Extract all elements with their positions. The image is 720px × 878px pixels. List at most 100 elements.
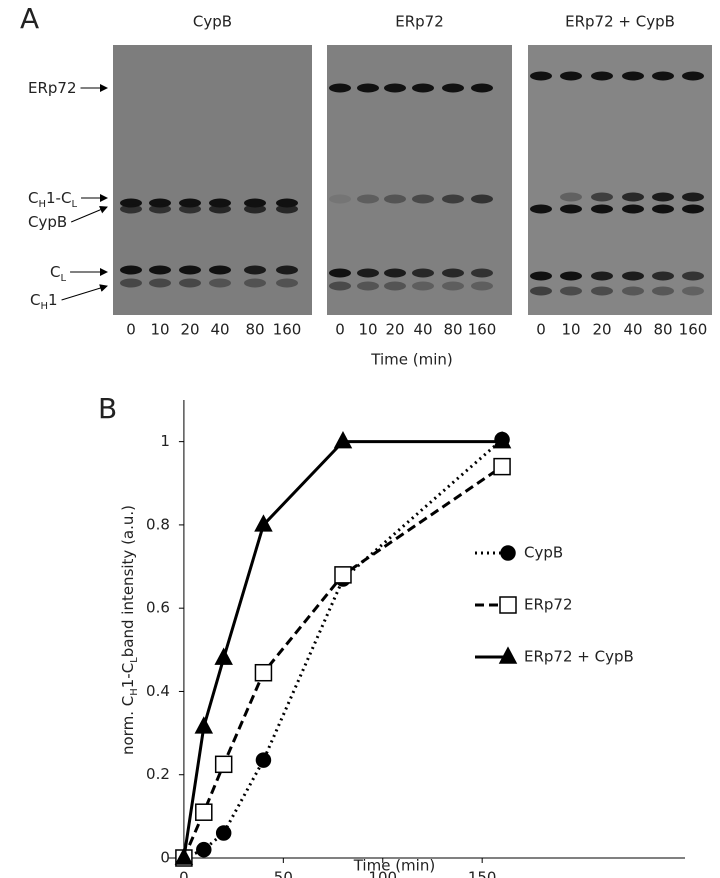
gel-band [329, 83, 351, 93]
gel-x-label: Time (min) [370, 351, 452, 369]
gel-band [560, 271, 582, 281]
gel-band [622, 71, 644, 81]
gel-band [442, 83, 464, 93]
gel-band [652, 192, 674, 202]
gel-band [384, 281, 406, 291]
gel-title: ERp72 [395, 13, 444, 31]
data-point [215, 825, 232, 841]
gel-band [591, 286, 613, 296]
gel-band [652, 204, 674, 214]
gel-band [530, 286, 552, 296]
lane-label: 80 [653, 321, 672, 339]
gel-band [149, 278, 171, 288]
label-part: ERp72 [28, 79, 77, 97]
gel-band [329, 281, 351, 291]
gel-band [179, 265, 201, 275]
gel-band [357, 281, 379, 291]
lane-label: 40 [210, 321, 229, 339]
gel-band [209, 204, 231, 214]
label-part: L [60, 273, 66, 284]
gel-image [528, 45, 712, 315]
label-part: H [129, 688, 140, 696]
gel-band [682, 204, 704, 214]
label-part: H [40, 301, 48, 312]
gel-band [120, 204, 142, 214]
gel-band [384, 194, 406, 204]
data-point [214, 647, 233, 665]
series-line [182, 465, 503, 859]
gel-band [591, 271, 613, 281]
y-tick-label: 0.6 [146, 599, 170, 617]
panel-label: B [98, 392, 117, 425]
legend-marker [498, 646, 518, 664]
x-tick-label: 150 [468, 869, 497, 878]
y-tick-label: 0.8 [146, 515, 170, 533]
data-point [254, 514, 273, 532]
gel-band [682, 271, 704, 281]
gel-band [412, 83, 434, 93]
data-point [333, 431, 353, 449]
label-part: CypB [28, 213, 67, 231]
label: ERp72 [28, 79, 77, 97]
label-part: 1-C [119, 663, 137, 688]
gel-band [622, 192, 644, 202]
legend-marker [500, 545, 516, 561]
gel-image [113, 45, 312, 315]
gel-band [179, 278, 201, 288]
label-part: L [71, 199, 77, 210]
lane-label: 20 [180, 321, 199, 339]
gel-band [442, 194, 464, 204]
gel-band [244, 265, 266, 275]
gel-band [276, 204, 298, 214]
gel-band [149, 204, 171, 214]
arrow [70, 206, 108, 223]
legend-label: CypB [524, 544, 563, 562]
gel-band [209, 278, 231, 288]
lane-label: 20 [385, 321, 404, 339]
y-tick-label: 0.4 [146, 682, 170, 700]
gel-band [120, 265, 142, 275]
arrow [61, 284, 108, 301]
x-tick-label: 50 [274, 869, 293, 878]
x-tick-label: 100 [368, 869, 397, 878]
gel-band [652, 71, 674, 81]
gel-band [244, 278, 266, 288]
gel-band [209, 265, 231, 275]
gel-band [276, 278, 298, 288]
gel-band [652, 286, 674, 296]
gel-band [357, 194, 379, 204]
lane-label: 10 [150, 321, 169, 339]
lane-label: 160 [273, 321, 302, 339]
data-point [492, 431, 512, 449]
label: CH1-CL [28, 189, 77, 210]
gel-band [560, 71, 582, 81]
panel-label: A [20, 2, 39, 35]
y-tick-label: 0.2 [146, 765, 170, 783]
gel-band [560, 192, 582, 202]
y-tick-label: 1 [160, 432, 170, 450]
gel-band [329, 194, 351, 204]
data-point [195, 803, 213, 821]
gel-band [412, 194, 434, 204]
data-point [214, 755, 233, 774]
series-line [182, 440, 503, 859]
lane-label: 80 [443, 321, 462, 339]
data-point [194, 716, 214, 734]
label: norm. CH1-CLband intensity (a.u.) [119, 505, 140, 755]
gel-band [329, 268, 351, 278]
gel-band [530, 271, 552, 281]
label-part: L [129, 657, 140, 663]
gel-band [357, 268, 379, 278]
lane-label: 40 [623, 321, 642, 339]
gel-band [622, 204, 644, 214]
gel-title: CypB [193, 13, 232, 31]
gel-band [412, 268, 434, 278]
label-part: C [28, 189, 38, 207]
label-part: 1 [48, 291, 58, 309]
series-line [183, 438, 504, 860]
lane-label: 20 [592, 321, 611, 339]
gel-band [357, 83, 379, 93]
label-part: band intensity (a.u.) [119, 505, 137, 657]
label-part: C [50, 263, 60, 281]
